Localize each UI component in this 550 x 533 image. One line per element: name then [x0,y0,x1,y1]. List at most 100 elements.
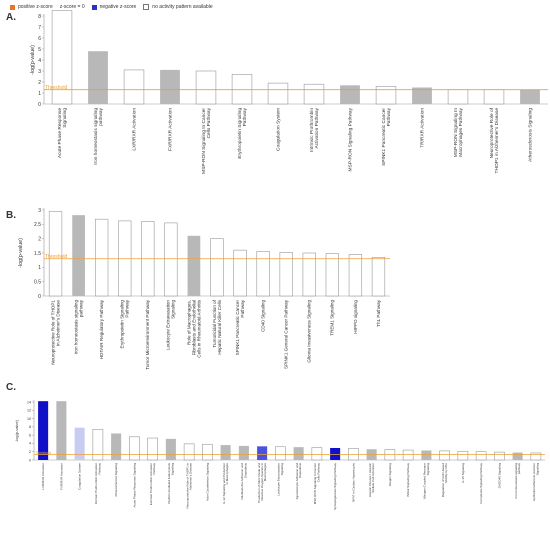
legend-swatch-negative [91,4,97,10]
panel-3-bar-17 [348,448,359,461]
panel-3-category-label-12: Production of Nitric Oxide andReactive O… [257,463,267,503]
panel-1-category-label-line: THOP1 in Alzheimer's Disease [494,108,500,174]
panel-1-category-label-line: FXR/RXR Activation [167,108,173,151]
panel-3-bar-4 [111,433,122,460]
panel-1-ytick-label-2: 2 [38,80,41,86]
panel-2-category-label-line: Cells in Rheumatoid Arthritis [196,299,201,357]
panel-3-category-label-line: Diapedesis [243,463,247,478]
panel-3-bar-8 [183,443,195,461]
panel-2-ytick-label-5: 2.5 [34,222,41,228]
panel-1-category-label-line: Iron homeostasis signaling [93,108,99,165]
panel-2-ytick-label-3: 1.5 [34,251,41,257]
panel-3-category-label-16: Synaptogenesis Signaling Pathway [333,463,337,510]
panel-3-ytick-label-5: 10 [27,417,31,421]
panel-2-category-label-line: Fibroblasts and Endothelial [191,300,196,355]
panel-2-ytick-label-6: 3 [38,208,41,214]
panel-3-category-label-21: Mitogen-Coupled ReceptorSignaling [423,463,430,499]
panel-3-bar-10 [220,445,231,460]
panel-3-category-label-27: Epithelial Adherens JunctionSignaling [532,463,539,501]
panel-3-bar-27 [530,452,542,461]
panel-2-bar-11 [302,252,316,297]
panel-1-category-label-0: Acute Phase ResponseSignaling [57,108,68,158]
panel-2-category-label-11: Glioma Invasiveness Signaling [307,300,312,363]
panel-3-category-label-line: Clathrin-mediated Endocytosis [167,463,171,504]
panel-3-bar-3 [92,429,104,461]
panel-3-ytick-label-4: 8 [29,425,31,429]
panel-3-category-label-line: Motility by Rho [444,463,448,483]
panel-2-bar-8 [233,249,247,297]
panel-3-category-label-line: BAG2 Signaling Pathway [406,463,410,497]
panel-3-ytick-label-3: 6 [29,433,31,437]
legend-swatch-no-pattern [143,4,150,10]
panel-3-bar-0 [38,401,49,460]
panel-3-bar-11 [238,445,249,460]
panel-1-category-label-2: LXR/RXR Activation [131,108,137,151]
panel-2-bar-9 [256,251,270,297]
panel-3-category-label-line: Signaling [280,463,284,476]
panel-3-bar-1 [56,401,67,460]
panel-2-category-label-line: Tumor Microenvironment Pathway [145,299,150,369]
panel-1-ytick-label-1: 1 [38,91,41,97]
panel-3-category-label-line: Macrophages [263,463,267,482]
panel-3-category-label-line: Mitogen-Coupled Receptor [423,463,427,499]
panel-3-category-label-14: Agranulocyte Adhesion andDiapedesis [295,463,302,500]
panel-3-category-label-line: Epithelial Adherens Junction [532,463,536,501]
panel-3-category-label-18: Hepatic Fibrosis / HepaticStellate Cell … [368,463,375,498]
legend-swatch-positive [10,4,15,10]
panel-2-label: B. [6,210,16,221]
panel-1-category-label-line: Activation Pathway [314,107,320,148]
panel-3-bar-12 [257,446,268,460]
panel-2-category-label-line: pathway [78,299,83,317]
panel-3-bar-20 [402,449,414,461]
panel-1-category-label-line: TR/RXR Activation [419,108,425,148]
panel-1-category-label-line: Erythropoietin Signaling [237,108,243,159]
panel-1-category-label-line: SPINK1 Pancreatic Cancer [381,108,387,166]
panel-3-bar-14 [293,447,304,460]
panel-1-threshold-label: Threshold [45,85,67,91]
panel-3-category-label-line: Acute Phase Response Signaling [132,463,136,508]
panel-2-category-label-2: HOTAIR Regulatory Pathway [99,299,104,359]
panel-3-category-label-line: Regulation of Actin-based [441,463,445,498]
panel-3-threshold-label: Threshold [35,451,51,455]
panel-2-category-label-line: Neuroprotective Role of THOP1 [50,300,55,365]
panel-3-category-label-line: IL-15 Signaling [461,463,465,483]
panel-3-category-label-23: IL-15 Signaling [461,463,465,483]
panel-2-category-label-line: Tumoricidal Function of [212,299,217,347]
panel-3-ytick-label-2: 4 [29,442,31,446]
panel-3-category-label-1: FXR/RXR Activation [59,463,63,490]
panel-2-ytick-label-0: 0 [38,294,41,300]
panel-1-ytick-label-6: 6 [38,36,41,42]
panel-2-category-label-line: HIPPO signaling [353,300,358,334]
panel-2-ytick-label-1: 0.5 [34,279,41,285]
panel-2-category-label-14: Th1 Pathway [376,299,381,327]
panel-3-category-label-line: Alzheimer's Disease [189,463,193,490]
panel-2-category-label-line: Pathway [240,299,245,317]
panel-1-category-label-line: Atherosclerosis Signaling [527,108,533,162]
panel-3-category-label-20: BAG2 Signaling Pathway [406,463,410,497]
panel-2-category-label-line: SPINK1 Pancreatic Cancer [235,300,240,356]
panel-3-category-label-17: NFAT in Cardiac Hypertrophy [351,463,355,502]
panel-2-category-label-line: Leukocyte Extravasation [166,300,171,350]
panel-3-category-label-26: Iron homeostasis signalingpathway [514,463,521,499]
panel-3-category-label-line: in Macrophages [225,463,229,485]
panel-3-ytick-label-1: 2 [29,450,31,454]
panel-1-category-label-5: Erythropoietin SignalingPathway [237,107,248,158]
panel-3-category-label-0: LXR/RXR Activation [41,463,45,490]
panel-3-category-label-line: Signaling [426,463,430,476]
panel-2-category-label-0: Neuroprotective Role of THOP1in Alzheime… [50,300,60,365]
panel-1-bar-2 [123,69,145,105]
panel-2-bar-0 [48,211,63,297]
panel-2-category-label-9: CD40 Signaling [261,300,266,332]
panel-1-category-label-7: Intrinsic ProthrombinActivation Pathway [309,107,320,152]
panel-3-ytick-label-6: 12 [27,409,31,413]
panel-3-label: C. [6,382,16,393]
panel-2-category-label-7: Tumoricidal Function ofHepatic Natural K… [212,299,222,354]
panel-3-ytick-label-0: 0 [29,458,31,462]
panel-2-bar-14 [371,256,386,297]
panel-3-category-label-line: Actin Cytoskeleton Signaling [205,463,209,501]
panel-1-category-label-line: LXR/RXR Activation [131,108,137,151]
panel-3-bar-22 [439,450,450,461]
panel-2-ytick-label-2: 1 [38,265,41,271]
panel-1-category-label-line: Acute Phase Response [57,108,63,158]
